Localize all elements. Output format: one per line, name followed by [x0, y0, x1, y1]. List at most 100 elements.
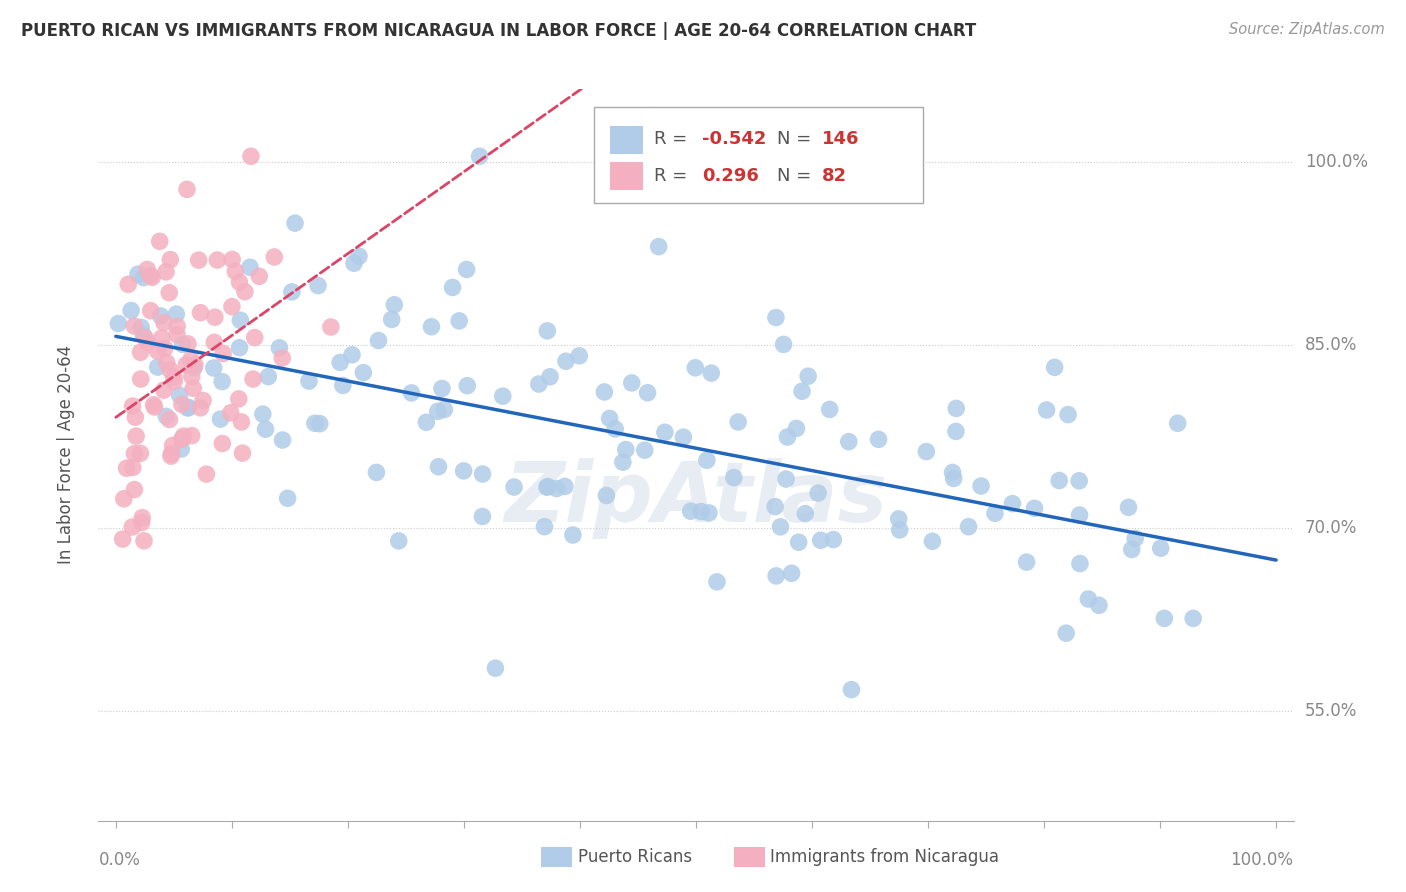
- Point: [125, 429, 148, 443]
- Point: [180, 352, 202, 367]
- Point: [124, 319, 146, 334]
- Point: [173, 429, 195, 443]
- Point: [308, 417, 330, 431]
- Point: [775, 472, 797, 486]
- Point: [561, 528, 583, 542]
- Point: [957, 519, 980, 533]
- Point: [546, 482, 568, 496]
- Point: [129, 372, 152, 386]
- Point: [155, 409, 177, 424]
- Point: [153, 383, 176, 397]
- Point: [231, 446, 253, 460]
- Point: [343, 256, 366, 270]
- Point: [787, 535, 810, 549]
- Point: [367, 334, 389, 348]
- Text: 0.0%: 0.0%: [98, 851, 141, 869]
- Point: [810, 533, 832, 548]
- Y-axis label: In Labor Force | Age 20-64: In Labor Force | Age 20-64: [56, 345, 75, 565]
- Point: [818, 402, 841, 417]
- Point: [209, 412, 232, 426]
- Point: [634, 443, 657, 458]
- Point: [415, 415, 437, 429]
- Point: [1182, 611, 1205, 625]
- Point: [160, 447, 183, 461]
- Point: [254, 422, 277, 436]
- Point: [769, 520, 792, 534]
- Bar: [610, 126, 644, 153]
- Point: [449, 314, 471, 328]
- Point: [568, 349, 591, 363]
- Point: [614, 442, 637, 457]
- Point: [620, 376, 643, 390]
- Point: [120, 303, 142, 318]
- Point: [170, 432, 193, 446]
- Point: [527, 377, 550, 392]
- Point: [1069, 508, 1091, 522]
- Point: [202, 361, 225, 376]
- Point: [162, 438, 184, 452]
- Point: [1047, 474, 1070, 488]
- Point: [190, 306, 212, 320]
- Point: [420, 319, 443, 334]
- Point: [132, 533, 155, 548]
- Point: [984, 506, 1007, 520]
- Point: [441, 280, 464, 294]
- Point: [228, 392, 250, 406]
- Point: [1118, 500, 1140, 515]
- Point: [228, 341, 250, 355]
- Point: [555, 354, 578, 368]
- Point: [1015, 555, 1038, 569]
- Point: [252, 407, 274, 421]
- Point: [298, 374, 321, 388]
- Point: [159, 412, 181, 426]
- Point: [136, 262, 159, 277]
- Point: [159, 363, 181, 377]
- Point: [271, 433, 294, 447]
- Point: [1167, 417, 1189, 431]
- Point: [1123, 532, 1146, 546]
- Point: [180, 369, 202, 384]
- Point: [176, 401, 198, 415]
- Point: [1057, 408, 1080, 422]
- Point: [1043, 360, 1066, 375]
- Point: [780, 566, 803, 581]
- Point: [112, 491, 135, 506]
- Point: [165, 307, 187, 321]
- Point: [229, 313, 252, 327]
- Point: [1054, 626, 1077, 640]
- Point: [554, 479, 576, 493]
- Point: [942, 471, 965, 485]
- Point: [381, 312, 404, 326]
- Point: [1150, 541, 1173, 556]
- Point: [970, 479, 993, 493]
- FancyBboxPatch shape: [595, 108, 922, 202]
- Point: [176, 182, 198, 196]
- Point: [1069, 557, 1091, 571]
- Point: [111, 532, 134, 546]
- Point: [921, 534, 943, 549]
- Point: [153, 342, 176, 356]
- Point: [468, 149, 491, 163]
- Text: ZipAtlas: ZipAtlas: [505, 458, 887, 540]
- Point: [612, 455, 634, 469]
- Point: [706, 574, 728, 589]
- Point: [868, 433, 890, 447]
- Point: [648, 239, 671, 253]
- Point: [1153, 611, 1175, 625]
- Point: [430, 382, 453, 396]
- Point: [159, 252, 181, 267]
- Point: [170, 397, 193, 411]
- Point: [605, 422, 627, 436]
- Point: [155, 265, 177, 279]
- Point: [492, 389, 515, 403]
- Point: [124, 483, 146, 497]
- Text: 100.0%: 100.0%: [1230, 851, 1294, 869]
- Point: [149, 235, 172, 249]
- Point: [166, 319, 188, 334]
- Point: [207, 252, 229, 267]
- Point: [503, 480, 526, 494]
- Point: [427, 459, 450, 474]
- Point: [352, 366, 374, 380]
- Point: [134, 330, 156, 344]
- Point: [307, 278, 329, 293]
